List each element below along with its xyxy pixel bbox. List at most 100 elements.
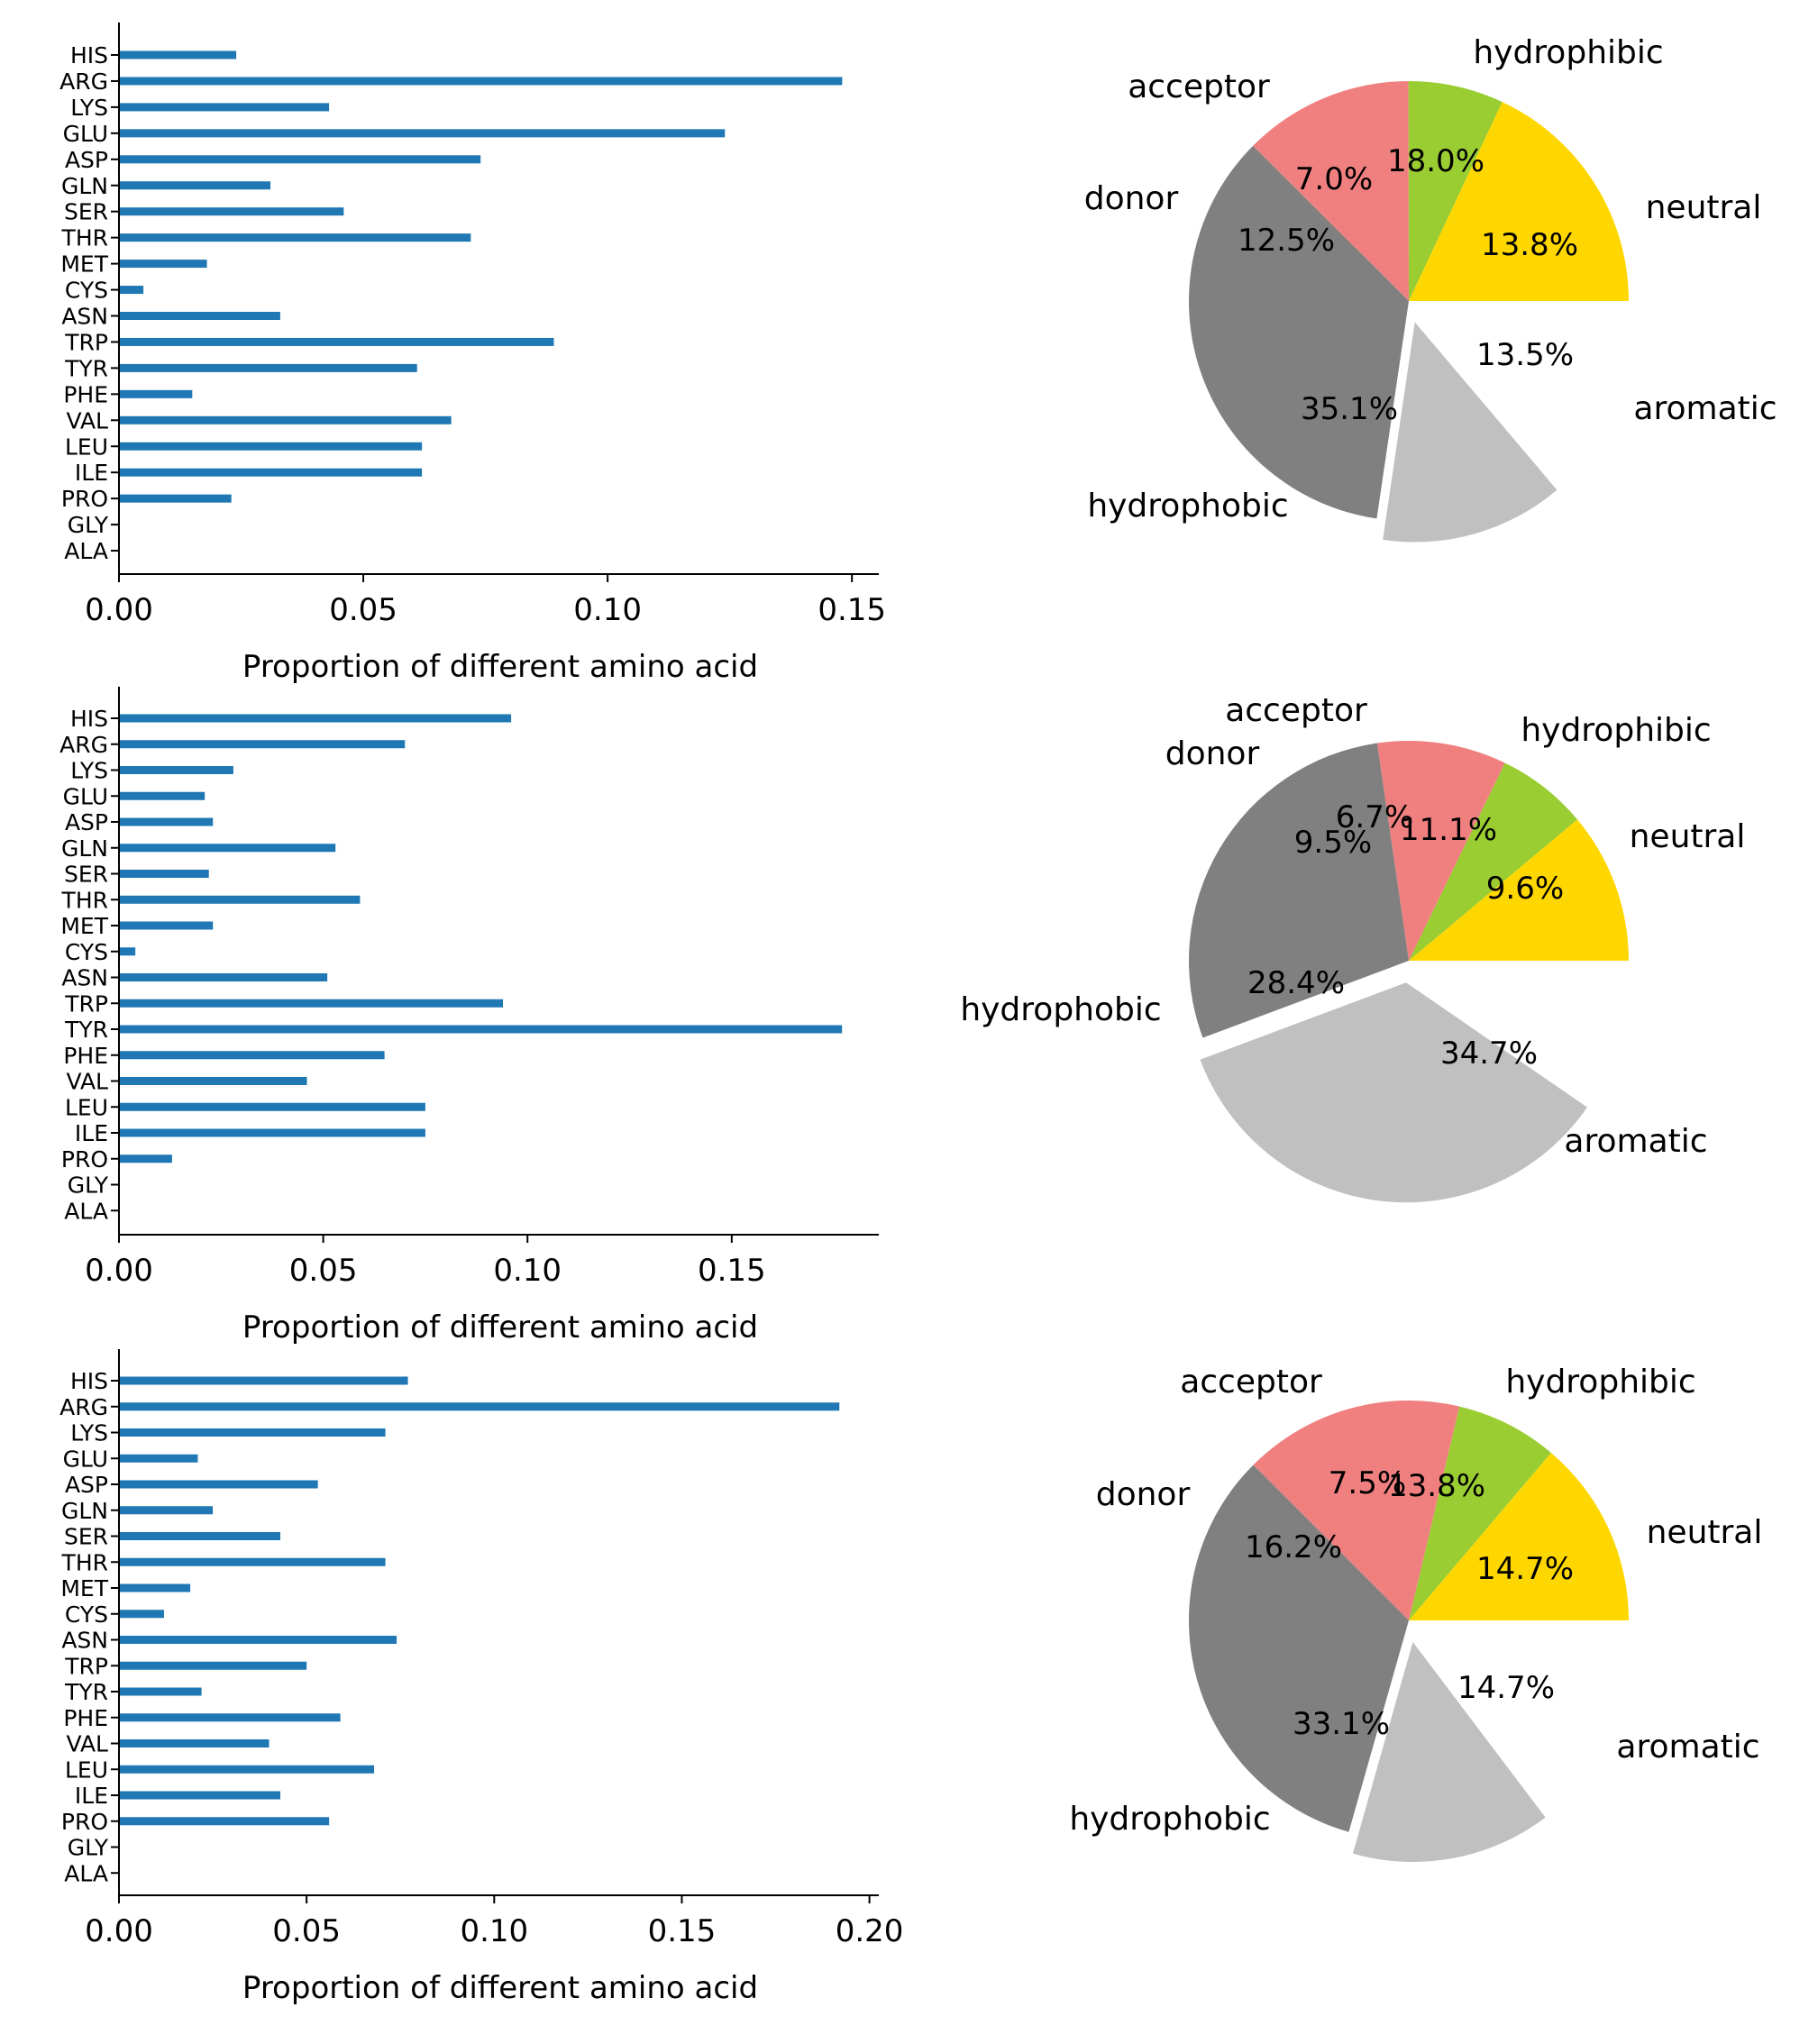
pie-slice-hydrophibic xyxy=(1409,819,1629,961)
bar-glu xyxy=(119,129,726,138)
pie-label-hydrophibic: hydrophibic xyxy=(1521,712,1711,749)
category-label: GLU xyxy=(63,783,108,809)
bar-val xyxy=(119,1739,270,1747)
category-label: CYS xyxy=(65,939,108,965)
bar-gln xyxy=(119,181,271,190)
bar-asn xyxy=(119,973,328,981)
bar-trp xyxy=(119,999,504,1008)
category-label: MET xyxy=(60,1575,108,1601)
x-tick-label: 0.00 xyxy=(85,1913,153,1949)
category-label: LEU xyxy=(65,433,108,460)
bar-phe xyxy=(119,1713,341,1722)
category-label: GLU xyxy=(63,1446,108,1472)
pie-percent-donor: 12.5% xyxy=(1238,223,1335,259)
category-label: GLU xyxy=(63,121,108,147)
bar-chart-1: HISARGLYSGLUASPGLNSERTHRMETCYSASNTRPTYRP… xyxy=(59,23,886,685)
category-label: THR xyxy=(61,225,108,251)
x-tick-label: 0.10 xyxy=(460,1913,528,1949)
pie-percent-donor: 16.2% xyxy=(1245,1529,1342,1565)
category-label: ASP xyxy=(65,1472,108,1498)
bar-met xyxy=(119,260,207,269)
category-label: ASN xyxy=(61,1628,108,1654)
pie-slice-acceptor xyxy=(1409,762,1578,961)
bar-ser xyxy=(119,1532,281,1540)
category-label: ALA xyxy=(64,538,108,564)
category-label: GLN xyxy=(61,835,108,862)
pie-percent-acceptor: 7.5% xyxy=(1329,1465,1406,1501)
pie-label-acceptor: acceptor xyxy=(1180,1364,1322,1401)
pie-percent-hydrophibic: 13.8% xyxy=(1388,1468,1485,1504)
category-label: CYS xyxy=(65,278,108,304)
x-tick-label: 0.05 xyxy=(289,1253,358,1289)
pie-percent-hydrophobic: 35.1% xyxy=(1301,391,1398,427)
category-label: VAL xyxy=(66,1069,108,1095)
pie-slice-donor xyxy=(1253,1401,1460,1620)
bar-met xyxy=(119,1583,191,1592)
bar-arg xyxy=(119,740,406,749)
bar-arg xyxy=(119,77,843,86)
bar-lys xyxy=(119,1428,386,1437)
bar-ile xyxy=(119,468,423,477)
category-label: VAL xyxy=(66,407,108,433)
pie-percent-neutral: 9.6% xyxy=(1486,871,1564,907)
pie-percent-aromatic: 14.7% xyxy=(1457,1670,1555,1706)
pie-slice-acceptor xyxy=(1409,1406,1551,1620)
bar-val xyxy=(119,1077,307,1085)
category-label: LYS xyxy=(70,1420,108,1446)
pie-slice-hydrophobic xyxy=(1189,743,1409,1038)
pie-label-hydrophibic: hydrophibic xyxy=(1505,1364,1695,1401)
x-tick-label: 0.00 xyxy=(85,1253,153,1289)
pie-chart-3: hydrophibic 13.8% acceptor 7.5% donor 16.2% hy… xyxy=(1069,1364,1762,1862)
bar-tyr xyxy=(119,1025,843,1034)
category-label: GLN xyxy=(61,1498,108,1524)
category-label: LEU xyxy=(65,1757,108,1783)
pie-slice-neutral xyxy=(1409,301,1629,470)
pie-percent-aromatic: 13.5% xyxy=(1476,337,1574,373)
bar-val xyxy=(119,415,452,424)
category-label: PHE xyxy=(63,381,108,407)
bar-tyr xyxy=(119,363,417,372)
category-label: SER xyxy=(64,199,108,225)
category-label: TRP xyxy=(64,329,108,355)
pie-slice-hydrophibic xyxy=(1409,102,1629,301)
category-label: LYS xyxy=(70,758,108,784)
x-tick-label: 0.20 xyxy=(836,1913,904,1949)
bar-ser xyxy=(119,870,209,878)
bar-trp xyxy=(119,1661,307,1670)
pie-label-neutral: neutral xyxy=(1647,1514,1763,1551)
pie-slice-aromatic xyxy=(1352,1641,1546,1862)
x-tick-label: 0.15 xyxy=(648,1913,717,1949)
bar-pro xyxy=(119,494,232,503)
category-label: ASP xyxy=(65,147,108,173)
pie-slice-hydrophobic xyxy=(1188,145,1409,519)
pie-slice-donor xyxy=(1376,741,1505,961)
bar-ile xyxy=(119,1128,425,1137)
category-label: ASP xyxy=(65,809,108,835)
pie-slice-hydrophobic xyxy=(1189,1465,1409,1832)
bar-phe xyxy=(119,389,193,398)
x-tick-label: 0.05 xyxy=(329,592,397,628)
x-tick-label: 0.10 xyxy=(493,1253,562,1289)
bar-lys xyxy=(119,103,330,112)
bar-asp xyxy=(119,155,481,164)
pie-slice-neutral xyxy=(1409,961,1629,1086)
pie-label-aromatic: aromatic xyxy=(1633,390,1777,427)
category-label: PHE xyxy=(63,1705,108,1731)
x-tick-label: 0.00 xyxy=(85,592,153,628)
pie-label-acceptor: acceptor xyxy=(1225,692,1367,729)
pie-label-aromatic: aromatic xyxy=(1616,1729,1759,1766)
bar-lys xyxy=(119,766,233,774)
pie-percent-aromatic: 34.7% xyxy=(1440,1036,1538,1072)
x-tick-label: 0.15 xyxy=(818,592,886,628)
bar-phe xyxy=(119,1051,385,1060)
category-label: ARG xyxy=(59,732,108,758)
category-label: ARG xyxy=(59,68,108,95)
pie-label-hydrophobic: hydrophobic xyxy=(960,991,1161,1028)
pie-label-hydrophobic: hydrophobic xyxy=(1087,488,1288,525)
category-label: ASN xyxy=(61,304,108,330)
bar-arg xyxy=(119,1402,840,1411)
category-label: THR xyxy=(61,1549,108,1575)
pie-label-hydrophibic: hydrophibic xyxy=(1473,34,1663,71)
pie-slice-aromatic xyxy=(1200,982,1587,1203)
bar-chart-3: HISARGLYSGLUASPGLNSERTHRMETCYSASNTRPTYRP… xyxy=(59,1349,903,2006)
